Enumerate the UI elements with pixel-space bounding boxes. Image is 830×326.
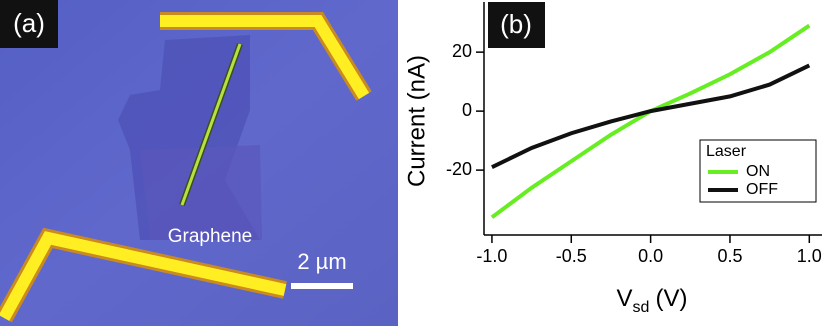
scale-bar-label: 2 µm <box>297 249 346 274</box>
x-tick-label: -1.0 <box>476 246 507 266</box>
panel-label: (a) <box>13 8 45 38</box>
data-line <box>491 63 811 169</box>
panel-label-box <box>488 2 545 48</box>
flake <box>140 145 262 240</box>
y-tick-label: -20 <box>446 159 472 179</box>
y-axis-label: Current (nA) <box>403 55 430 187</box>
x-axis-label-unit: (V) <box>655 285 687 312</box>
panel-label: (b) <box>500 9 532 39</box>
chart: (b) Current (nA) Vsd (V) -20 0 20 -1.0 -0.5 0.… <box>403 2 822 316</box>
x-axis-label-sub: sd <box>633 299 650 316</box>
x-tick-label: 1.0 <box>797 246 822 266</box>
electrode <box>0 231 287 321</box>
x-axis-label: Vsd (V) <box>617 285 688 316</box>
y-tick-label: 0 <box>462 100 472 120</box>
x-tick-label: -0.5 <box>556 246 587 266</box>
y-tick-label: 20 <box>452 41 472 61</box>
legend-title: Laser <box>706 143 747 160</box>
electrode <box>160 15 370 100</box>
x-axis-label-main: V <box>617 285 633 312</box>
annotation: Graphene <box>168 226 253 247</box>
x-tick-label: 0.0 <box>638 246 663 266</box>
nanowire <box>180 43 242 206</box>
micrograph: (a) Graphene 2 µm <box>0 0 398 326</box>
x-tick-label: 0.5 <box>717 246 742 266</box>
scale-bar <box>291 283 353 289</box>
legend-label: ON <box>746 163 770 180</box>
panel-label-box <box>0 0 58 48</box>
legend-label: OFF <box>746 181 778 198</box>
